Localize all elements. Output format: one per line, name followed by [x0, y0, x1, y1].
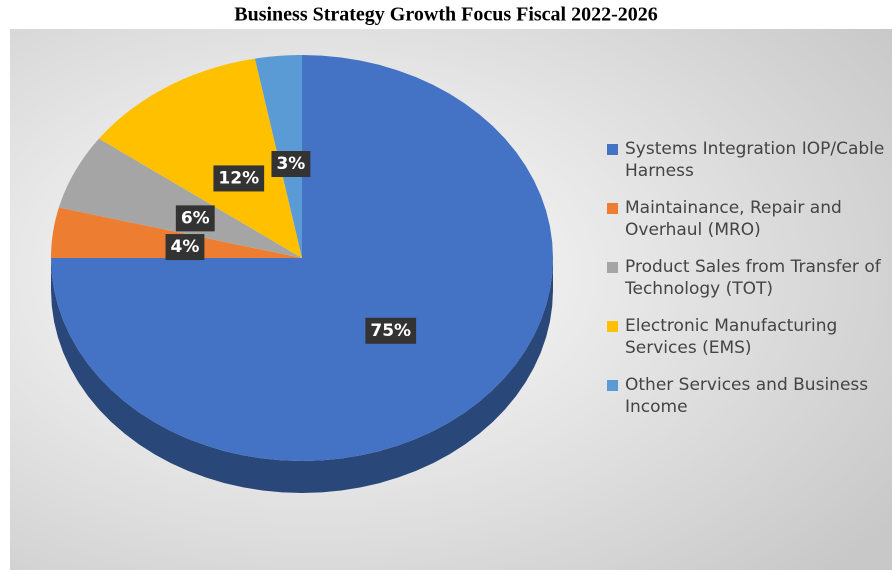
data-label: 4% — [171, 237, 200, 257]
slice — [51, 207, 302, 258]
slice — [58, 138, 303, 258]
legend-swatch — [607, 144, 618, 155]
legend-label: Electronic Manufacturing Services (EMS) — [625, 316, 838, 358]
pie: 75% 4% 6% 12% 3% — [51, 55, 553, 493]
data-label-box — [175, 205, 215, 232]
legend-label: Maintainance, Repair and Overhaul (MRO) — [625, 198, 842, 240]
legend: Systems Integration IOP/Cable Harness Mai… — [605, 138, 887, 433]
data-label: 3% — [276, 154, 305, 174]
legend-label: Other Services and Business Income — [625, 375, 869, 417]
data-label-box — [165, 234, 205, 261]
legend-swatch — [607, 262, 618, 273]
data-label: 12% — [218, 168, 259, 188]
data-label-box — [213, 165, 265, 192]
chart-title: Business Strategy Growth Focus Fiscal 20… — [234, 4, 658, 26]
data-label: 75% — [370, 321, 411, 341]
legend-label: Systems Integration IOP/Cable Harness — [625, 139, 885, 181]
legend-swatch — [607, 380, 618, 391]
legend-item: Maintainance, Repair and Overhaul (MRO) — [605, 197, 887, 241]
legend-item: Systems Integration IOP/Cable Harness — [605, 138, 887, 182]
slice — [98, 58, 302, 258]
legend-swatch — [607, 321, 618, 332]
legend-swatch — [607, 203, 618, 214]
data-label-box — [365, 317, 417, 344]
data-label-box — [271, 151, 311, 178]
legend-item: Other Services and Business Income — [605, 374, 887, 418]
slice-side — [51, 258, 553, 493]
legend-label: Product Sales from Transfer of Technolog… — [625, 257, 881, 299]
legend-item: Product Sales from Transfer of Technolog… — [605, 256, 887, 300]
data-label: 6% — [181, 208, 210, 228]
legend-item: Electronic Manufacturing Services (EMS) — [605, 315, 887, 359]
